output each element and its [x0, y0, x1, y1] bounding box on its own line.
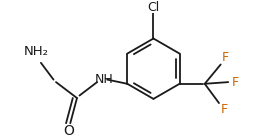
Text: O: O	[63, 124, 74, 138]
Text: NH₂: NH₂	[23, 45, 48, 58]
Text: F: F	[232, 76, 239, 89]
Text: Cl: Cl	[147, 1, 159, 14]
Text: F: F	[220, 103, 228, 116]
Text: NH: NH	[94, 73, 113, 86]
Text: F: F	[222, 51, 229, 64]
